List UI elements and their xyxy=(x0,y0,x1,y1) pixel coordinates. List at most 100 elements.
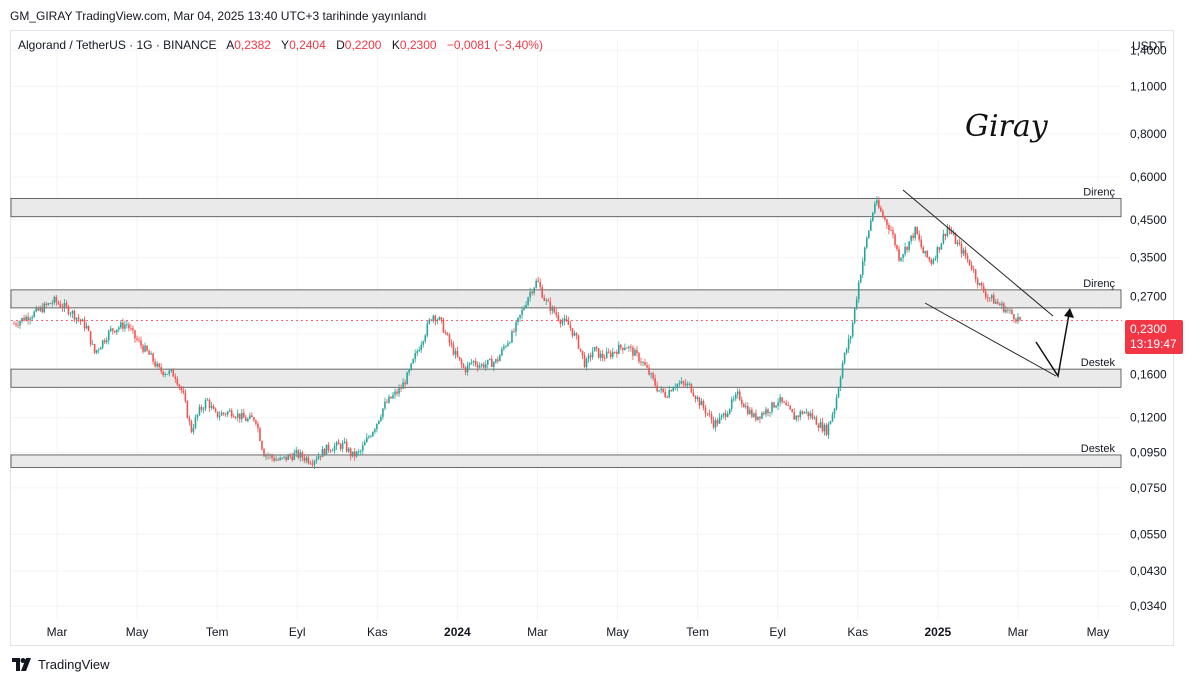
candle-body xyxy=(501,348,503,356)
candle-body xyxy=(968,259,971,266)
candle-body xyxy=(277,459,279,461)
candle-body xyxy=(694,396,697,400)
candle-body xyxy=(337,442,340,445)
candle-body xyxy=(142,345,144,352)
candle-body xyxy=(19,321,21,326)
candle-body xyxy=(829,421,832,425)
candle-body xyxy=(648,367,650,375)
candle-body xyxy=(640,361,642,363)
candle-body xyxy=(488,358,491,360)
candle-body xyxy=(898,249,900,261)
candle-body xyxy=(331,450,334,452)
candle-body xyxy=(452,344,455,355)
candle-body xyxy=(398,388,400,394)
candle-body xyxy=(652,373,654,379)
candle-body xyxy=(327,444,330,451)
candle-body xyxy=(370,436,372,437)
candle-body xyxy=(345,441,348,452)
candle-body xyxy=(27,316,29,321)
grid-layer xyxy=(11,40,1120,620)
candle-body xyxy=(593,346,596,352)
candle-body xyxy=(597,348,600,358)
candle-body xyxy=(47,303,50,305)
candle-body xyxy=(557,315,560,321)
candle-body xyxy=(982,285,985,292)
candle-body xyxy=(41,307,44,313)
candle-body xyxy=(263,449,265,457)
candle-body xyxy=(529,291,531,298)
candle-body xyxy=(414,353,416,359)
candle-body xyxy=(757,416,759,420)
candle-body xyxy=(241,412,243,420)
symbol-name: Algorand / TetherUS · 1G · BINANCE xyxy=(18,38,217,52)
candle-body xyxy=(462,364,465,368)
candle-body xyxy=(166,373,169,375)
candle-body xyxy=(910,235,912,242)
candle-body xyxy=(952,233,955,235)
candle-body xyxy=(150,353,152,355)
candle-body xyxy=(384,401,386,409)
candle-body xyxy=(408,369,410,373)
candle-body xyxy=(89,331,92,345)
candle-body xyxy=(704,407,707,414)
candle-body xyxy=(886,219,888,226)
footer: TradingView xyxy=(12,657,110,672)
candle-body xyxy=(603,357,606,359)
candle-body xyxy=(684,383,687,386)
zone-rect xyxy=(10,368,1122,388)
candle-body xyxy=(783,401,785,403)
candle-body xyxy=(807,411,810,417)
candle-body xyxy=(678,383,681,385)
candle-body xyxy=(156,363,158,367)
candle-body xyxy=(607,351,610,353)
candle-body xyxy=(468,362,471,365)
candle-body xyxy=(307,457,310,463)
candle-body xyxy=(634,349,636,356)
candle-body xyxy=(69,313,72,315)
candle-body xyxy=(87,326,90,332)
candle-body xyxy=(99,347,102,350)
candle-body xyxy=(845,349,848,353)
candle-body xyxy=(521,309,523,315)
candle-body xyxy=(724,413,727,417)
candle-body xyxy=(837,387,840,398)
candle-body xyxy=(158,363,160,368)
candle-body xyxy=(706,413,709,415)
candle-body xyxy=(261,440,263,450)
candle-body xyxy=(740,399,743,404)
candle-body xyxy=(198,406,201,415)
candle-body xyxy=(140,340,142,346)
candle-body xyxy=(329,450,332,452)
candle-body xyxy=(243,412,245,418)
candle-body xyxy=(236,413,239,418)
y-tick-label: 1,1000 xyxy=(1130,79,1167,93)
candle-body xyxy=(1013,314,1015,320)
candle-body xyxy=(49,303,52,305)
candle-body xyxy=(65,303,68,307)
x-tick-label: 2024 xyxy=(444,625,471,639)
candle-body xyxy=(628,346,630,349)
candle-body xyxy=(658,390,660,392)
candle-body xyxy=(777,402,779,406)
candle-body xyxy=(228,410,231,412)
candle-body xyxy=(539,281,541,288)
tradingview-logo-icon xyxy=(12,658,31,671)
candle-body xyxy=(103,340,106,343)
y-tick-label: 0,4500 xyxy=(1130,213,1167,227)
candle-body xyxy=(918,234,920,240)
candle-body xyxy=(638,353,640,362)
y-tick-label: 0,0950 xyxy=(1130,446,1167,460)
candle-body xyxy=(751,409,753,417)
candle-body xyxy=(39,307,42,311)
candle-body xyxy=(472,361,475,363)
candle-body xyxy=(499,355,501,362)
candle-body xyxy=(827,424,830,435)
candle-body xyxy=(696,397,699,400)
candle-body xyxy=(43,303,46,313)
candle-body xyxy=(313,460,316,465)
candle-body xyxy=(230,410,233,417)
candle-body xyxy=(646,365,648,368)
candle-body xyxy=(111,328,114,331)
candle-body xyxy=(446,332,449,335)
